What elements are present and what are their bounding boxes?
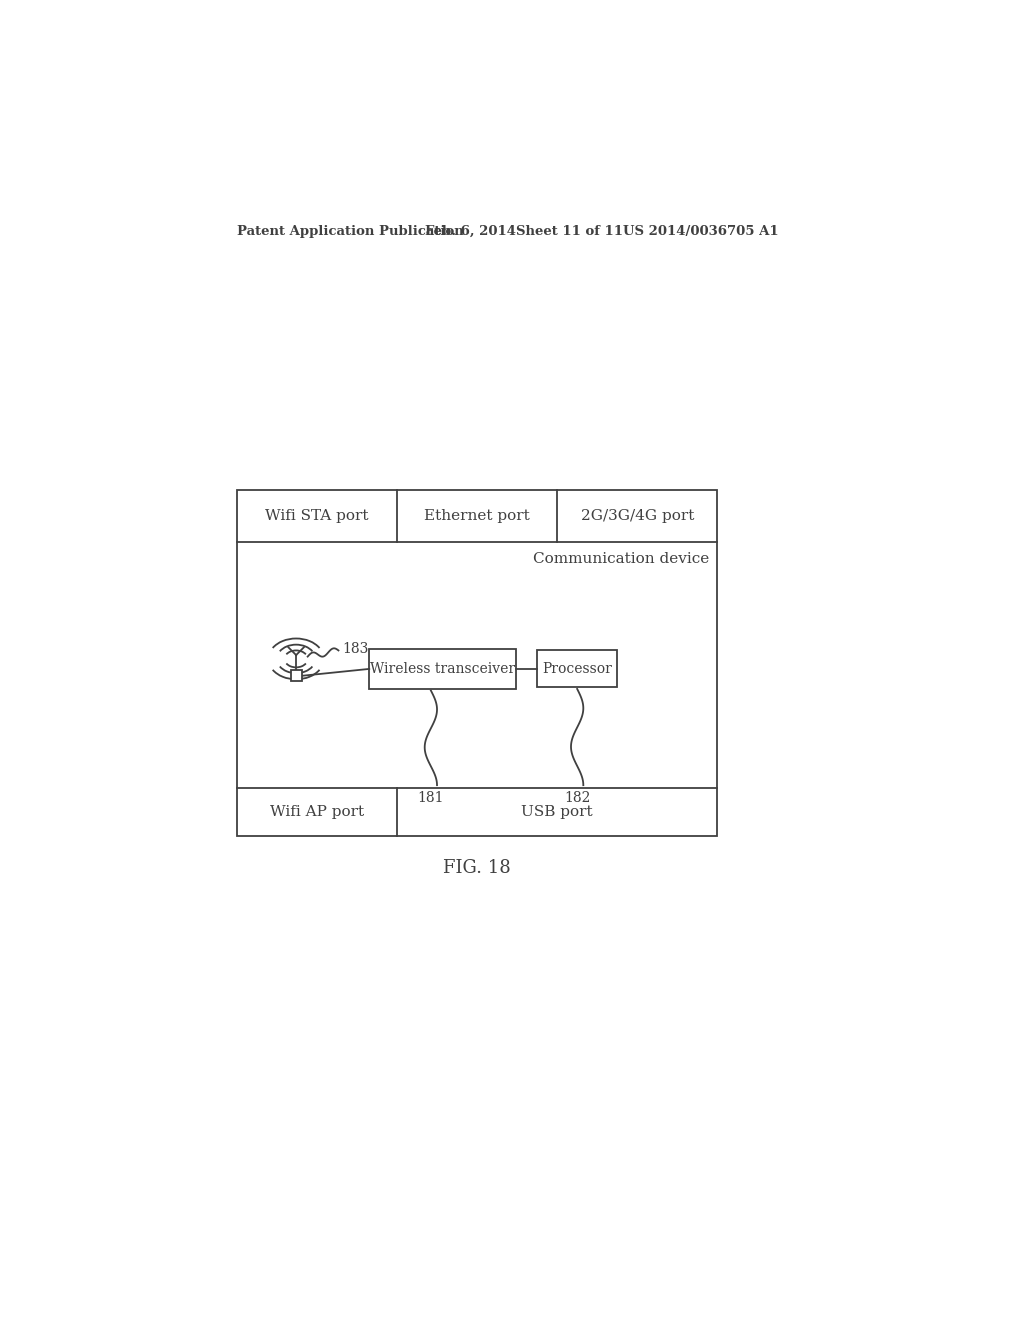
Bar — [237, 490, 717, 836]
Text: Wifi AP port: Wifi AP port — [270, 805, 364, 820]
Text: Ethernet port: Ethernet port — [424, 508, 530, 523]
Bar — [370, 649, 515, 689]
Text: Feb. 6, 2014: Feb. 6, 2014 — [425, 224, 516, 238]
Bar — [291, 671, 301, 681]
Text: 2G/3G/4G port: 2G/3G/4G port — [581, 508, 694, 523]
Text: 183: 183 — [342, 642, 369, 656]
Text: FIG. 18: FIG. 18 — [443, 859, 511, 878]
Text: 181: 181 — [418, 791, 444, 804]
Text: Wifi STA port: Wifi STA port — [265, 508, 369, 523]
Text: USB port: USB port — [521, 805, 593, 820]
Text: Patent Application Publication: Patent Application Publication — [237, 224, 464, 238]
Text: US 2014/0036705 A1: US 2014/0036705 A1 — [624, 224, 779, 238]
Text: Processor: Processor — [543, 661, 612, 676]
Text: 182: 182 — [564, 791, 591, 804]
Text: Sheet 11 of 11: Sheet 11 of 11 — [515, 224, 623, 238]
Bar — [538, 651, 617, 688]
Text: Wireless transceiver: Wireless transceiver — [370, 661, 515, 676]
Text: Communication device: Communication device — [534, 552, 710, 566]
